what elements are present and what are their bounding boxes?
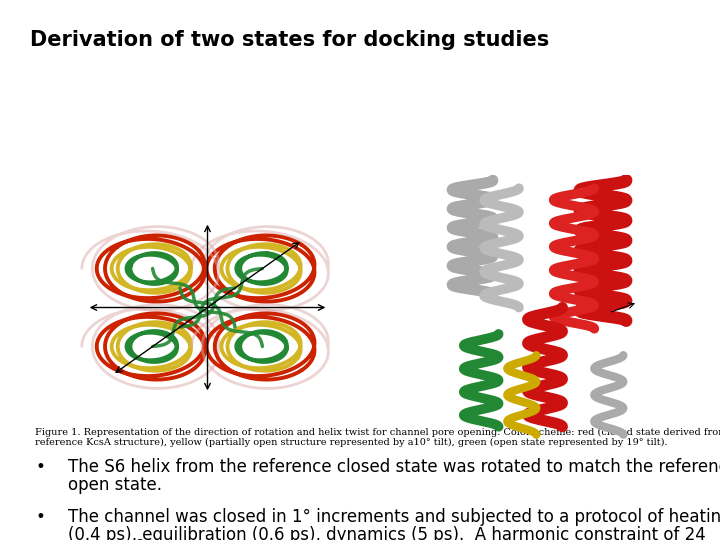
Text: open state.: open state. [68, 476, 162, 494]
Text: (0.4 ps), equilibration (0.6 ps), dynamics (5 ps).  A harmonic constraint of 24: (0.4 ps), equilibration (0.6 ps), dynami… [68, 526, 706, 540]
Text: •: • [35, 458, 45, 476]
Text: •: • [35, 508, 45, 526]
Text: 2: 2 [136, 539, 143, 540]
Text: The channel was closed in 1° increments and subjected to a protocol of heating: The channel was closed in 1° increments … [68, 508, 720, 526]
Text: The S6 helix from the reference closed state was rotated to match the reference: The S6 helix from the reference closed s… [68, 458, 720, 476]
Text: reference KcsA structure), yellow (partially open structure represented by a10° : reference KcsA structure), yellow (parti… [35, 438, 667, 447]
Text: Derivation of two states for docking studies: Derivation of two states for docking stu… [30, 30, 549, 50]
Text: Figure 1. Representation of the direction of rotation and helix twist for channe: Figure 1. Representation of the directio… [35, 428, 720, 437]
